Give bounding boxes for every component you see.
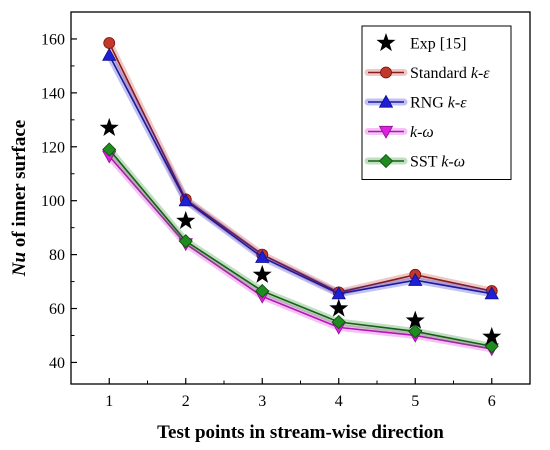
y-tick-label: 40 bbox=[49, 355, 65, 372]
legend-label: k-ω bbox=[410, 124, 434, 141]
x-tick-label: 3 bbox=[258, 393, 266, 410]
data-point-sst-k-omega bbox=[178, 234, 193, 249]
data-point-rng-k-epsilon bbox=[102, 47, 117, 61]
data-point-sst-k-omega bbox=[102, 142, 117, 157]
y-tick-label: 120 bbox=[41, 139, 65, 156]
y-axis-ticks: 40 60 80 100 120 140 160 bbox=[41, 31, 77, 372]
series-exp bbox=[99, 117, 502, 345]
legend-label: Exp [15] bbox=[410, 36, 466, 53]
legend-label-part: Exp [15] bbox=[410, 36, 466, 53]
series-line-halo bbox=[105, 152, 496, 353]
legend-label-part: k-ω bbox=[410, 124, 434, 141]
y-tick-label: 100 bbox=[41, 193, 65, 210]
legend-entry-standard-k-epsilon: Standard k-ε bbox=[364, 65, 490, 82]
series-line bbox=[108, 54, 492, 295]
legend-label-part: RNG bbox=[410, 95, 448, 112]
legend-marker-sst-k-omega bbox=[378, 153, 394, 169]
data-point-rng-k-epsilon bbox=[178, 193, 193, 207]
data-point-exp bbox=[482, 326, 502, 345]
data-point-exp bbox=[252, 264, 272, 283]
data-point-exp bbox=[329, 298, 349, 317]
x-tick-label: 4 bbox=[335, 393, 343, 410]
data-point-rng-k-epsilon bbox=[484, 286, 499, 300]
x-tick-label: 6 bbox=[488, 393, 496, 410]
legend-label: RNG k-ε bbox=[410, 95, 467, 112]
x-axis-title: Test points in stream-wise direction bbox=[157, 422, 444, 443]
legend-entry-exp: Exp [15] bbox=[376, 33, 466, 53]
y-tick-label: 60 bbox=[49, 301, 65, 318]
series-line bbox=[108, 155, 492, 350]
legend-label: SST k-ω bbox=[410, 154, 465, 171]
data-point-sst-k-omega bbox=[331, 314, 346, 330]
legend-label-part: k-ε bbox=[471, 65, 490, 82]
x-axis-ticks: 1 2 3 4 5 6 bbox=[105, 378, 496, 410]
x-tick-label: 2 bbox=[182, 393, 190, 410]
data-point-sst-k-omega bbox=[255, 283, 270, 299]
data-point-rng-k-epsilon bbox=[408, 272, 423, 286]
legend-label-part: Standard bbox=[410, 65, 471, 82]
legend-entry-sst-k-omega: SST k-ω bbox=[364, 153, 465, 171]
series-rng-k-epsilon bbox=[102, 47, 499, 300]
legend-label-part: k-ω bbox=[441, 154, 465, 171]
data-point-exp bbox=[405, 310, 425, 329]
legend-entry-rng-k-epsilon: RNG k-ε bbox=[364, 94, 467, 112]
legend-marker-rng-k-epsilon bbox=[378, 94, 394, 108]
data-point-standard-k-epsilon bbox=[103, 37, 116, 49]
legend-entry-k-omega: k-ω bbox=[364, 124, 434, 141]
legend-label-part: k-ε bbox=[448, 95, 467, 112]
legend-label-part: SST bbox=[410, 154, 441, 171]
legend-marker-standard-k-epsilon bbox=[380, 66, 392, 79]
y-tick-label: 160 bbox=[41, 31, 65, 48]
data-point-exp bbox=[99, 117, 119, 136]
legend-label: Standard k-ε bbox=[410, 65, 490, 82]
x-tick-label: 1 bbox=[105, 393, 113, 410]
data-point-sst-k-omega bbox=[408, 324, 423, 339]
x-tick-label: 5 bbox=[411, 393, 419, 410]
legend-marker-k-omega bbox=[378, 125, 394, 139]
data-point-exp bbox=[176, 210, 196, 229]
y-tick-label: 80 bbox=[49, 247, 65, 264]
plot-series-layer bbox=[99, 37, 502, 357]
y-axis-title-part: Nu bbox=[9, 252, 30, 277]
series-line bbox=[108, 148, 492, 348]
y-axis-title-part: of inner surface bbox=[9, 120, 30, 252]
series-sst-k-omega bbox=[102, 142, 499, 354]
y-tick-label: 140 bbox=[41, 85, 65, 102]
legend-marker-exp bbox=[376, 33, 396, 52]
series-k-omega bbox=[102, 150, 499, 357]
y-axis-title: Nu of inner surface bbox=[9, 120, 30, 277]
series-line bbox=[108, 42, 492, 294]
data-point-rng-k-epsilon bbox=[255, 249, 270, 263]
